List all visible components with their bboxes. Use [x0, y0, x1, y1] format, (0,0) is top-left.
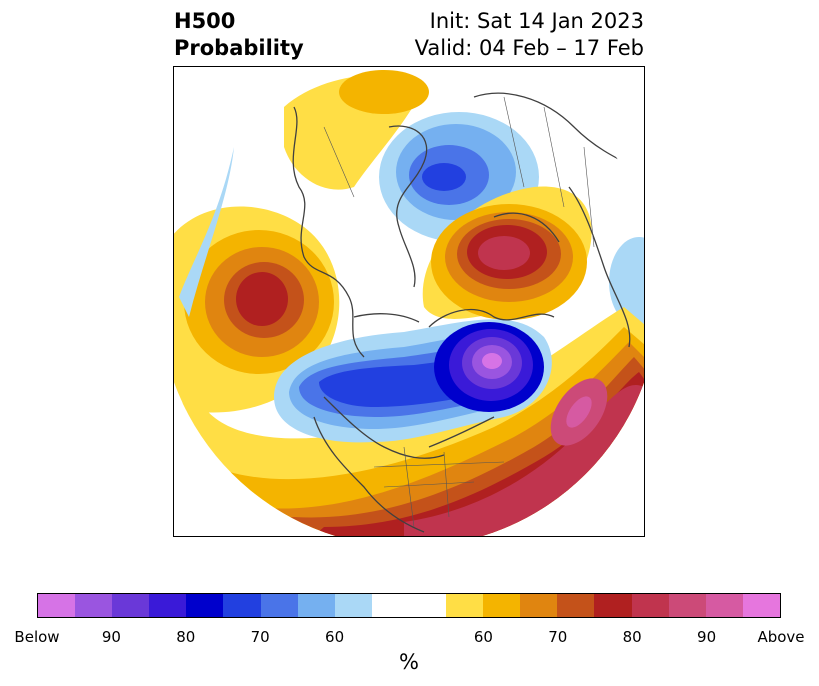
anomaly-above-pacific [174, 206, 340, 413]
colorbar-tick-label: 80 [622, 628, 642, 646]
colorbar-tick-label: 90 [101, 628, 121, 646]
colorbar-segment-below [149, 594, 187, 617]
anomaly-below-east-edge [609, 237, 644, 327]
title-line-1: H500 [174, 9, 236, 33]
colorbar-segment-below [112, 594, 150, 617]
colorbar-segment-below [223, 594, 261, 617]
valid-range: Valid: 04 Feb – 17 Feb [414, 36, 644, 60]
colorbar-segment-above [520, 594, 558, 617]
map-canvas [174, 67, 644, 536]
colorbar-tick-label: 60 [473, 628, 493, 646]
colorbar-segment-above [557, 594, 595, 617]
colorbar-segment-above [483, 594, 521, 617]
date-info: Init: Sat 14 Jan 2023 Valid: 04 Feb – 17… [415, 8, 644, 62]
colorbar-segment-above [631, 594, 669, 617]
political-borders [323, 96, 595, 528]
init-date: Init: Sat 14 Jan 2023 [429, 9, 644, 33]
colorbar-unit-label: % [399, 650, 419, 674]
colorbar-segment-neutral [371, 594, 447, 617]
anomaly-below-west-band [179, 147, 234, 317]
colorbar-segment-above [668, 594, 706, 617]
colorbar-segment-below [186, 594, 224, 617]
colorbar-segment-above [594, 594, 632, 617]
colorbar-tick-label: Above [757, 628, 805, 646]
colorbar-segment-below [260, 594, 298, 617]
colorbar-segment-above [705, 594, 743, 617]
colorbar-tick-label: 60 [325, 628, 345, 646]
probability-map [173, 66, 645, 537]
colorbar-tick-label: 70 [250, 628, 270, 646]
colorbar-tick-label: Below [14, 628, 60, 646]
anomaly-above-arctic [284, 70, 429, 190]
colorbar-segment-below [297, 594, 335, 617]
colorbar-segment-above [446, 594, 484, 617]
colorbar-tick-label: 90 [697, 628, 717, 646]
title-line-2: Probability [174, 36, 304, 60]
colorbar-tick-label: 80 [176, 628, 196, 646]
map-title: H500 Probability [174, 8, 304, 62]
colorbar-segment-above [742, 594, 780, 617]
anomaly-below-canada [274, 319, 552, 443]
coastlines [292, 92, 635, 533]
colorbar-segment-below [334, 594, 372, 617]
colorbar-tick-label: 70 [548, 628, 568, 646]
anomaly-above-europe [422, 186, 592, 320]
colorbar-segment-below [38, 594, 76, 617]
colorbar-segment-below [75, 594, 113, 617]
colorbar [37, 593, 781, 618]
